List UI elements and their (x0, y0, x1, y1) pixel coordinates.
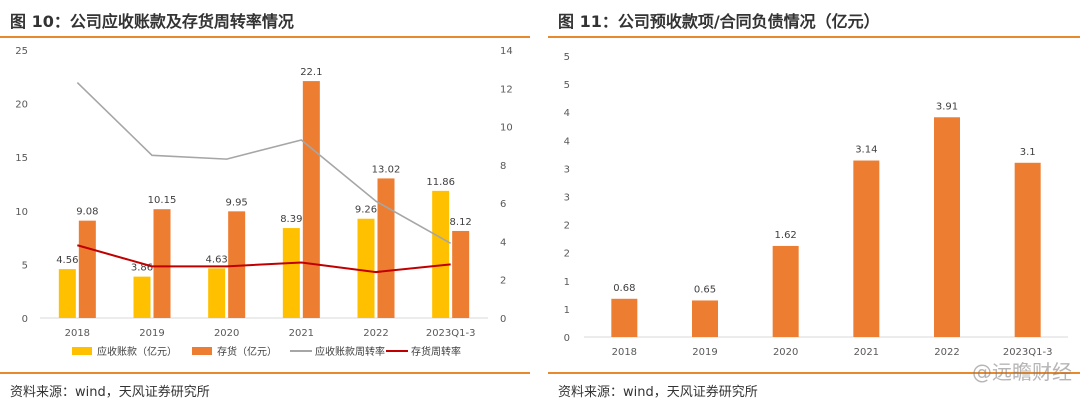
legend-receivables-turnover-label: 应收账款周转率 (315, 345, 385, 358)
x-tick-label: 2019 (692, 347, 717, 358)
x-tick-label: 2018 (612, 347, 637, 358)
x-tick-label: 2018 (65, 328, 90, 339)
y-tick-label: 1 (564, 277, 570, 288)
data-label: 4.56 (56, 255, 78, 266)
advance-receipts-bar (772, 245, 799, 337)
right-chart: 0 1 1 2 2 3 3 4 4 5 5 0.68 0.65 1.62 3.14 3.91 3.1 2018 20… (564, 52, 1068, 358)
left-chart: 0 5 10 15 20 25 0 2 4 6 8 10 12 14 4.56 3.86 4.63 8.39 9.2… (15, 46, 513, 358)
receivables-bar (432, 190, 450, 318)
advance-receipts-bar (1014, 162, 1041, 337)
left-source-rule (0, 372, 530, 374)
y-tick-label: 3 (564, 193, 570, 204)
right-y-tick-label: 14 (500, 46, 513, 57)
right-y-tick-label: 2 (500, 276, 506, 287)
y-tick-label: 1 (564, 305, 570, 316)
advance-receipts-bar (611, 298, 638, 337)
x-tick-label: 2022 (934, 347, 959, 358)
data-label: 10.15 (148, 195, 177, 206)
inventory-bar (377, 178, 395, 318)
x-tick-label: 2021 (854, 347, 879, 358)
right-y-tick-label: 10 (500, 123, 513, 134)
advance-receipts-bar (853, 160, 880, 337)
right-y-tick-label: 8 (500, 161, 506, 172)
data-label: 9.95 (226, 197, 248, 208)
right-y-tick-label: 4 (500, 237, 506, 248)
x-tick-label: 2022 (363, 328, 388, 339)
inventory-bar (452, 230, 470, 318)
y-tick-label: 5 (564, 52, 570, 63)
data-label: 9.08 (76, 207, 98, 218)
legend-inventory-label: 存货（亿元） (217, 345, 277, 358)
right-source-note: 资料来源：wind，天风证券研究所 (558, 385, 758, 400)
left-y-tick-label: 25 (15, 46, 28, 57)
right-y-tick-label: 12 (500, 84, 513, 95)
y-tick-label: 4 (564, 136, 570, 147)
left-y-tick-label: 0 (22, 314, 28, 325)
data-label: 3.14 (855, 145, 877, 156)
inventory-turnover-line (77, 244, 451, 274)
y-tick-label: 0 (564, 333, 570, 344)
left-source-note: 资料来源：wind，天风证券研究所 (10, 385, 210, 400)
y-tick-label: 2 (564, 221, 570, 232)
legend-inventory-turnover-label: 存货周转率 (411, 345, 461, 358)
x-tick-label: 2020 (773, 347, 798, 358)
data-label: 8.39 (280, 214, 302, 225)
data-label: 0.65 (694, 284, 716, 295)
data-label: 22.1 (300, 67, 322, 78)
right-y-tick-label: 6 (500, 199, 506, 210)
receivables-bar (208, 268, 226, 318)
left-y-tick-label: 15 (15, 153, 28, 164)
receivables-turnover-line (76, 81, 452, 245)
legend-inventory-swatch (192, 347, 212, 355)
inventory-bar (78, 220, 96, 318)
data-label: 11.86 (426, 177, 455, 188)
x-tick-label: 2023Q1-3 (1003, 347, 1053, 358)
right-source-rule (548, 372, 1080, 374)
data-label: 9.26 (355, 205, 377, 216)
receivables-bar (282, 228, 300, 318)
inventory-bar (153, 209, 171, 318)
left-title-rule (0, 36, 530, 38)
x-tick-label: 2019 (139, 328, 164, 339)
left-y-tick-label: 5 (22, 260, 28, 271)
data-label: 13.02 (372, 164, 401, 175)
right-y-tick-label: 0 (500, 314, 506, 325)
data-label: 3.86 (131, 263, 153, 274)
data-label: 8.12 (450, 217, 472, 228)
left-y-tick-label: 20 (15, 100, 28, 111)
data-label: 1.62 (775, 230, 797, 241)
receivables-bar (133, 276, 151, 318)
y-tick-label: 4 (564, 108, 570, 119)
receivables-bar (357, 218, 375, 318)
x-tick-label: 2023Q1-3 (426, 328, 476, 339)
legend-receivables-label: 应收账款（亿元） (97, 345, 177, 358)
advance-receipts-bar (692, 300, 718, 337)
inventory-bar (228, 211, 246, 318)
y-tick-label: 5 (564, 80, 570, 91)
receivables-bar (58, 269, 76, 318)
data-label: 3.91 (936, 101, 958, 112)
inventory-bar (302, 81, 320, 318)
x-tick-label: 2020 (214, 328, 239, 339)
y-tick-label: 2 (564, 249, 570, 260)
watermark-text: @远瞻财经 (972, 360, 1072, 384)
left-chart-panel: 图 10：公司应收账款及存货周转率情况 0 5 10 15 20 25 0 2 4 6 8 10 12 1… (0, 0, 530, 407)
legend-receivables-swatch (72, 347, 92, 355)
data-label: 3.1 (1020, 147, 1036, 158)
advance-receipts-bar (934, 117, 960, 338)
right-chart-title: 图 11：公司预收款项/合同负债情况（亿元） (558, 12, 880, 31)
x-tick-label: 2021 (289, 328, 314, 339)
left-chart-title: 图 10：公司应收账款及存货周转率情况 (10, 12, 294, 31)
y-tick-label: 3 (564, 164, 570, 175)
left-y-tick-label: 10 (15, 207, 28, 218)
data-label: 4.63 (206, 254, 228, 265)
right-title-rule (548, 36, 1080, 38)
right-chart-panel: 图 11：公司预收款项/合同负债情况（亿元） 0 1 1 2 2 3 3 4 4 5 5 0.68 0.… (548, 0, 1080, 407)
data-label: 0.68 (613, 283, 635, 294)
